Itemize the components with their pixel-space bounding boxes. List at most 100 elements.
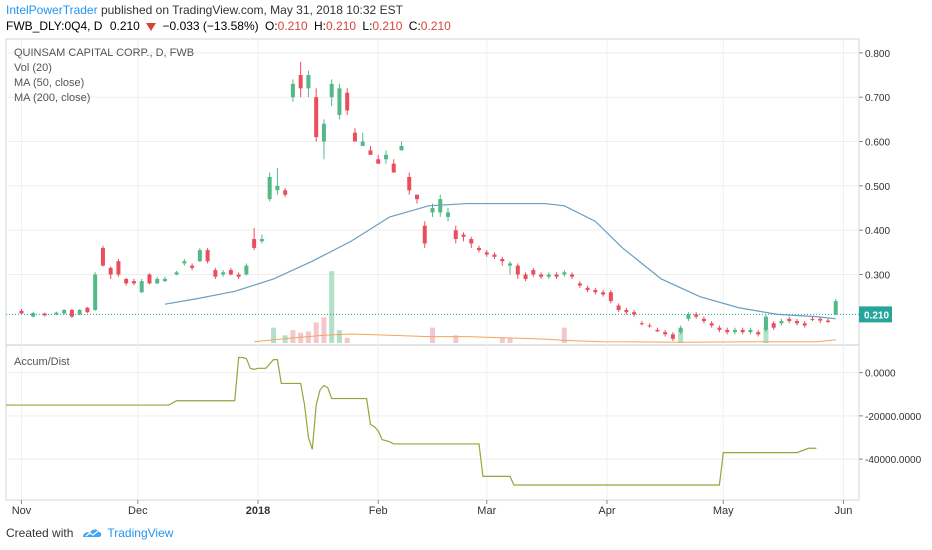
close-label: C: (408, 19, 421, 33)
candle-up (732, 329, 737, 333)
candle-down (352, 132, 357, 142)
candle-down (694, 314, 699, 317)
candle-down (131, 281, 136, 284)
price-axis-label: 0.700 (865, 93, 890, 104)
candle-down (422, 225, 427, 244)
candle-up (383, 154, 388, 160)
candle-up (430, 208, 435, 213)
candle-up (833, 301, 838, 315)
candle-down (69, 309, 74, 317)
candle-down (740, 329, 745, 333)
candle-down (147, 274, 152, 284)
candle-down (655, 329, 660, 332)
candle-down (663, 332, 668, 335)
candle-down (601, 292, 606, 295)
volume-bar (321, 317, 327, 343)
candle-down (670, 334, 675, 339)
symbol-label: FWB_DLY:0Q4, D (6, 19, 103, 33)
candle-down (283, 190, 288, 195)
candle-down (554, 274, 559, 277)
candle-down (515, 265, 520, 275)
candle-down (461, 234, 466, 237)
main-chart-title: QUINSAM CAPITAL CORP., D, FWB (14, 47, 194, 59)
ad-axis-label: 0.0000 (865, 369, 896, 380)
close-value: 0.210 (420, 19, 451, 33)
date-axis-label: Nov (12, 505, 32, 517)
candle-up (321, 123, 326, 142)
candle-down (205, 250, 210, 262)
candle-down (616, 305, 621, 310)
candle-up (562, 272, 567, 275)
candle-down (725, 329, 730, 333)
date-axis-label: May (713, 505, 734, 517)
candle-up (155, 278, 160, 284)
ma50-line (164, 202, 836, 320)
candle-up (162, 278, 167, 282)
candle-up (399, 145, 404, 151)
change-value: −0.033 (−13.58%) (162, 19, 259, 33)
candle-down (771, 323, 776, 328)
published-text: published on TradingView.com, May 31, 20… (100, 3, 403, 17)
tradingview-link[interactable]: TradingView (107, 526, 174, 540)
volume-bar (430, 327, 435, 343)
candle-down (818, 318, 823, 321)
open-value: 0.210 (277, 19, 308, 33)
date-axis-label: Mar (477, 505, 496, 517)
accum-dist-line (6, 356, 817, 486)
candle-down (376, 159, 381, 164)
publish-info: IntelPowerTrader published on TradingVie… (6, 3, 403, 17)
candle-up (546, 274, 551, 277)
footer: Created with TradingView (6, 526, 173, 540)
volume-bar (271, 327, 277, 343)
candle-down (85, 307, 90, 313)
candle-down (100, 247, 105, 266)
candle-up (329, 83, 334, 98)
candle-up (197, 250, 202, 262)
legend-ma200: MA (200, close) (14, 92, 90, 104)
volume-bar (305, 331, 311, 343)
candle-down (624, 309, 629, 313)
candle-down (124, 278, 129, 284)
candle-up (174, 272, 179, 275)
low-value: 0.210 (372, 19, 403, 33)
candle-down (756, 332, 761, 335)
candle-up (267, 176, 272, 200)
chart-area[interactable]: 0.800 0.700 0.600 0.500 0.400 0.300 0.210 0.000… (0, 36, 932, 520)
last-price-label: 0.210 (864, 310, 889, 321)
high-value: 0.210 (326, 19, 357, 33)
candle-down (391, 163, 396, 173)
candle-up (748, 329, 753, 333)
candle-up (678, 327, 683, 333)
author-link[interactable]: IntelPowerTrader (6, 3, 98, 17)
candle-down (825, 320, 830, 322)
price-axis-label: 0.300 (865, 271, 890, 282)
candle-up (508, 263, 513, 266)
candle-down (577, 283, 582, 286)
last-price-badge (859, 306, 892, 323)
volume-bar (453, 335, 459, 343)
candle-down (523, 274, 528, 279)
candle-down (570, 274, 575, 277)
candle-down (477, 247, 482, 251)
candle-down (531, 270, 536, 275)
candle-up (337, 88, 342, 115)
date-axis-label: Feb (369, 505, 388, 517)
candle-down (314, 97, 319, 138)
candle-up (139, 281, 144, 293)
high-label: H: (314, 19, 327, 33)
tradingview-logo-icon (83, 529, 102, 537)
price-axis-label: 0.400 (865, 226, 890, 237)
candle-down (500, 258, 505, 262)
volume-bar (282, 335, 288, 343)
candle-down (717, 327, 722, 330)
volume-bar (313, 322, 319, 343)
date-axis-label: 2018 (246, 505, 270, 517)
candle-up (438, 199, 443, 213)
candle-down (236, 274, 241, 277)
candle-down (632, 312, 637, 315)
candle-up (62, 309, 67, 314)
candle-up (446, 212, 451, 217)
ohlc-line: FWB_DLY:0Q4, D 0.210 −0.033 (−13.58%) O:… (6, 19, 451, 33)
candle-down (802, 323, 807, 326)
legend-vol: Vol (20) (14, 62, 52, 74)
